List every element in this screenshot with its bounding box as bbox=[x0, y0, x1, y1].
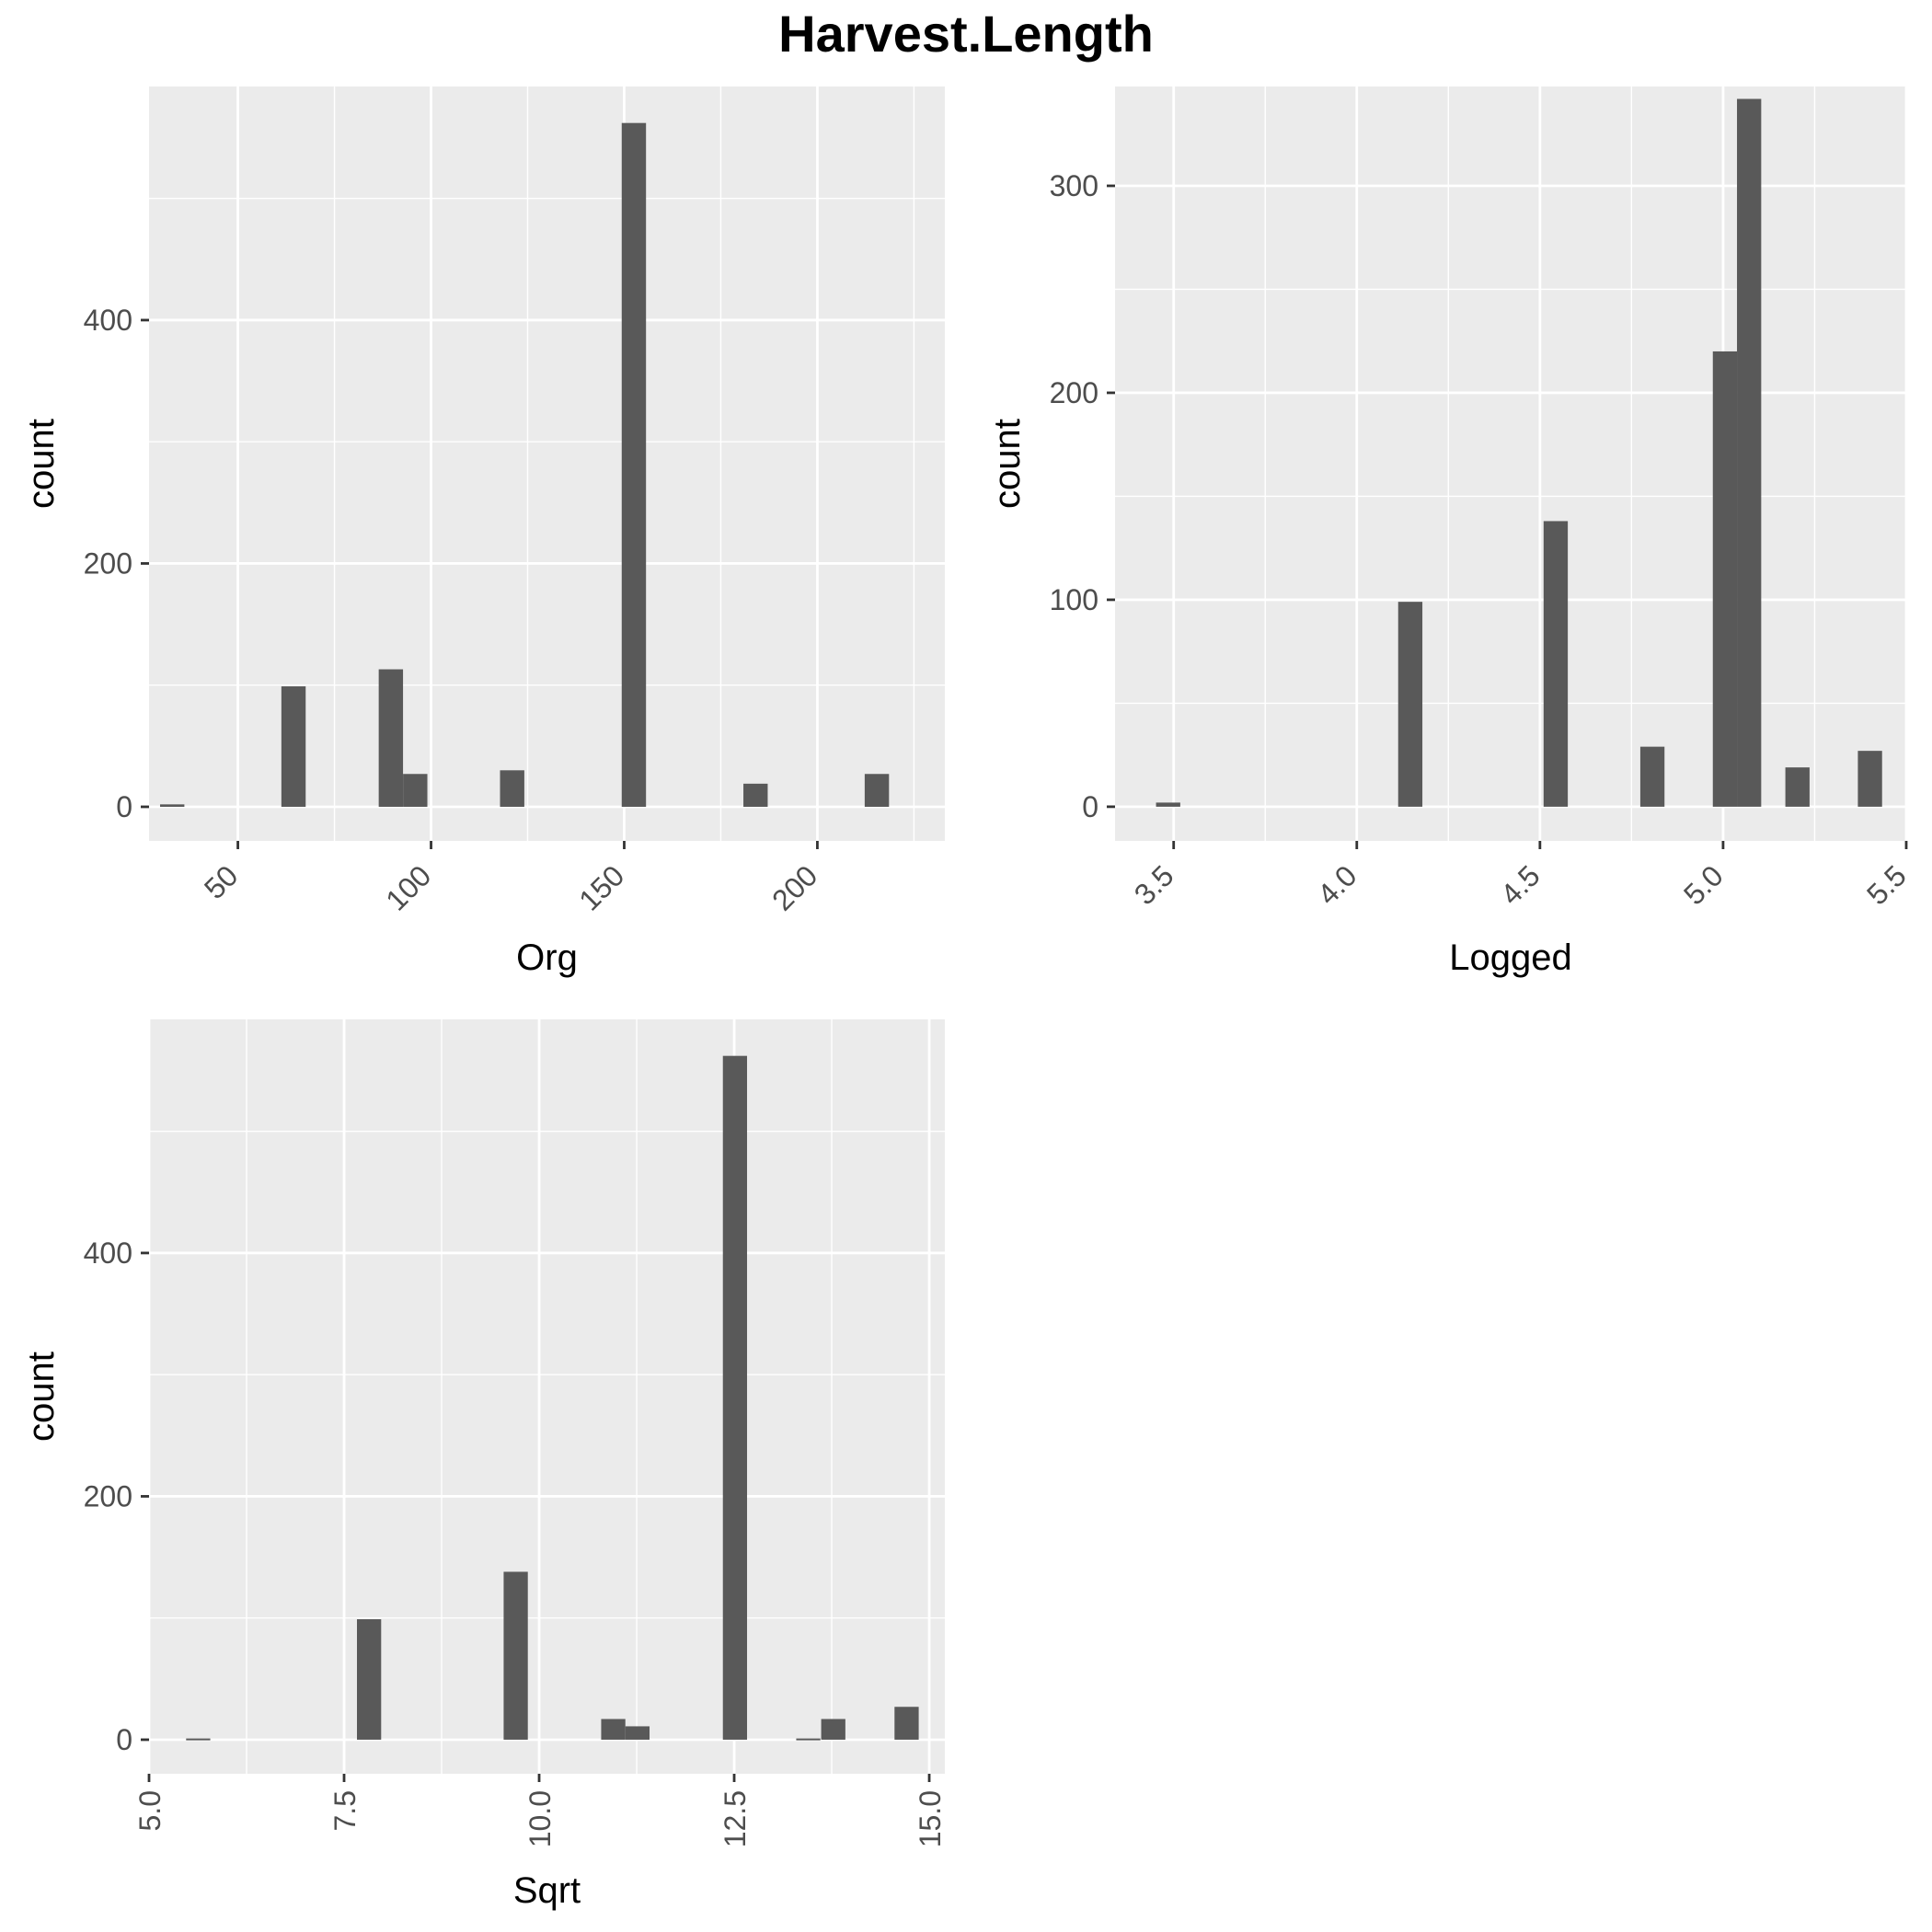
histogram-bar bbox=[1639, 746, 1665, 807]
x-axis-title: Logged bbox=[1449, 937, 1571, 978]
histogram-bar bbox=[1785, 767, 1810, 807]
figure-title: Harvest.Length bbox=[778, 5, 1154, 63]
y-axis-title: count bbox=[21, 1351, 62, 1442]
histogram-bar bbox=[1737, 98, 1762, 807]
x-tick-label: 3.5 bbox=[1128, 858, 1180, 911]
x-tick-label: 50 bbox=[198, 858, 245, 905]
histogram-bar bbox=[503, 1571, 528, 1740]
y-axis-title: count bbox=[987, 419, 1028, 509]
histogram-bar bbox=[1712, 351, 1738, 807]
histogram-bar bbox=[1543, 521, 1569, 807]
histogram-bar bbox=[821, 1719, 845, 1740]
x-tick-label: 10.0 bbox=[523, 1790, 557, 1847]
histogram-bar bbox=[796, 1738, 821, 1741]
y-tick-label: 100 bbox=[1050, 583, 1098, 616]
histogram-bar bbox=[378, 669, 404, 807]
histogram-panel-1: 0 200 400 50 100 150 200 Org count bbox=[21, 86, 945, 978]
x-axis-title: Org bbox=[516, 937, 578, 978]
histogram-bar bbox=[864, 774, 890, 807]
x-axis-title: Sqrt bbox=[513, 1870, 581, 1911]
x-tick-label: 150 bbox=[572, 858, 630, 916]
x-tick-label: 4.0 bbox=[1311, 858, 1363, 911]
histogram-bar bbox=[743, 783, 768, 807]
x-tick-label: 15.0 bbox=[914, 1790, 947, 1847]
histogram-bar bbox=[1397, 602, 1423, 807]
x-tick-label: 100 bbox=[379, 858, 437, 916]
histogram-bar bbox=[722, 1055, 748, 1740]
panel-background bbox=[1115, 86, 1906, 841]
x-tick-label: 12.5 bbox=[719, 1790, 752, 1847]
x-tick-label: 5.0 bbox=[133, 1790, 167, 1831]
y-tick-label: 200 bbox=[84, 1479, 132, 1512]
histogram-bar bbox=[357, 1619, 382, 1740]
histogram-bar bbox=[159, 804, 185, 807]
histogram-bar bbox=[621, 122, 647, 807]
histogram-panel-3: 0 200 400 5.0 7.5 10.0 12.5 15.0 Sqrt count bbox=[21, 1019, 947, 1911]
panel-background bbox=[149, 86, 945, 841]
histogram-bar bbox=[403, 774, 428, 807]
panel-background bbox=[149, 1019, 945, 1774]
y-tick-label: 200 bbox=[84, 546, 132, 580]
histogram-bar bbox=[601, 1719, 626, 1740]
y-tick-label: 400 bbox=[84, 1236, 132, 1270]
histogram-bar bbox=[186, 1738, 211, 1741]
y-tick-label: 400 bbox=[84, 304, 132, 337]
y-tick-label: 300 bbox=[1050, 169, 1098, 202]
x-tick-label: 200 bbox=[765, 858, 823, 916]
y-tick-label: 0 bbox=[116, 790, 132, 823]
histogram-bar bbox=[500, 770, 524, 807]
x-tick-label: 5.0 bbox=[1677, 858, 1730, 911]
y-axis-title: count bbox=[21, 419, 62, 509]
histogram-bar bbox=[894, 1707, 919, 1740]
y-tick-label: 0 bbox=[1082, 790, 1098, 823]
y-tick-label: 0 bbox=[116, 1723, 132, 1756]
x-tick-label: 7.5 bbox=[328, 1790, 362, 1831]
x-tick-label: 5.5 bbox=[1860, 858, 1913, 911]
histogram-bar bbox=[281, 686, 306, 807]
histogram-panel-2: 0 100 200 300 3.5 4.0 4.5 5.0 5.5 Logged count bbox=[987, 86, 1913, 978]
histogram-bar bbox=[1156, 802, 1180, 807]
y-tick-label: 200 bbox=[1050, 376, 1098, 409]
panels: 0 200 400 50 100 150 200 Org count 0 100 200 300 3.5 4… bbox=[21, 86, 1913, 1911]
histogram-bar bbox=[1857, 751, 1882, 807]
histogram-bar bbox=[625, 1726, 650, 1740]
x-tick-label: 4.5 bbox=[1494, 858, 1547, 911]
